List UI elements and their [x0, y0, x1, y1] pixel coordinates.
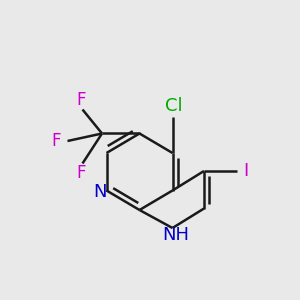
- Text: Cl: Cl: [165, 97, 183, 115]
- Text: I: I: [243, 162, 249, 180]
- Text: F: F: [51, 132, 61, 150]
- Text: F: F: [76, 164, 86, 181]
- Text: N: N: [93, 183, 107, 201]
- Text: F: F: [76, 91, 86, 109]
- Text: NH: NH: [162, 226, 189, 244]
